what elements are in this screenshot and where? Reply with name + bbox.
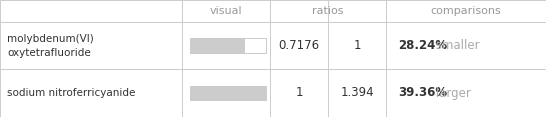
Text: 39.36%: 39.36% bbox=[398, 86, 447, 99]
Text: 1: 1 bbox=[353, 39, 361, 52]
Text: 0.7176: 0.7176 bbox=[278, 39, 319, 52]
Bar bbox=[190, 86, 266, 100]
Text: smaller: smaller bbox=[431, 39, 479, 52]
Text: 28.24%: 28.24% bbox=[398, 39, 447, 52]
Text: visual: visual bbox=[210, 6, 242, 16]
Bar bbox=[190, 38, 245, 53]
Text: larger: larger bbox=[431, 86, 471, 99]
Text: ratios: ratios bbox=[312, 6, 344, 16]
Text: sodium nitroferricyanide: sodium nitroferricyanide bbox=[7, 88, 135, 98]
Bar bbox=[190, 86, 266, 100]
Text: 1.394: 1.394 bbox=[340, 86, 374, 99]
Text: molybdenum(VI)
oxytetrafluoride: molybdenum(VI) oxytetrafluoride bbox=[7, 33, 94, 57]
Text: comparisons: comparisons bbox=[431, 6, 501, 16]
Bar bbox=[190, 38, 266, 53]
Bar bbox=[190, 38, 266, 53]
Text: 1: 1 bbox=[295, 86, 302, 99]
Bar bbox=[190, 86, 266, 100]
